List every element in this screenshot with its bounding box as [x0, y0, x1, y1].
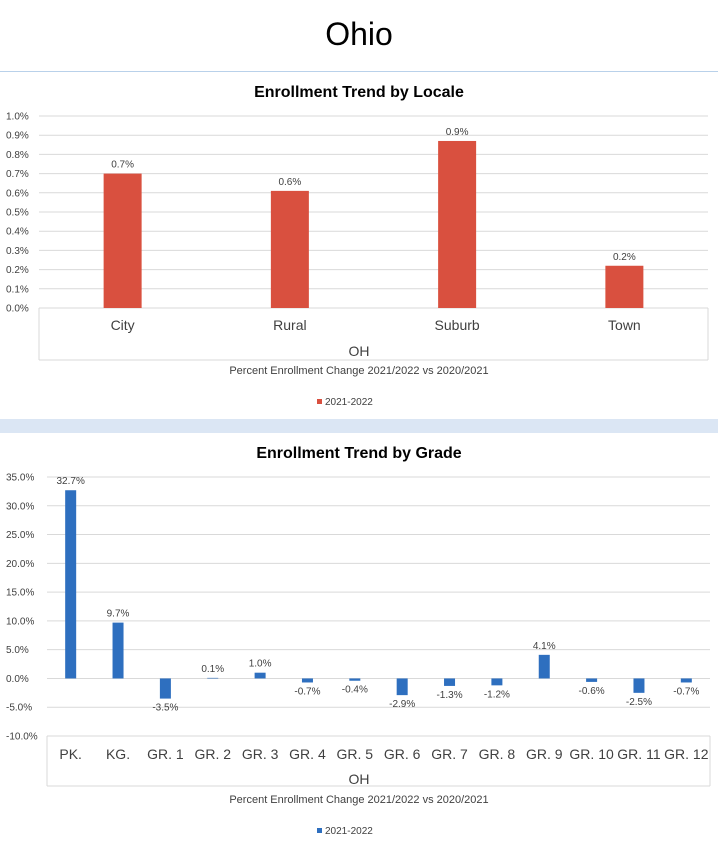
bar	[491, 678, 503, 686]
data-label: 0.6%	[278, 177, 301, 188]
data-label: -1.2%	[484, 689, 510, 700]
bar	[444, 678, 456, 686]
data-label: 0.7%	[111, 160, 134, 171]
y-tick-label: 0.1%	[6, 284, 29, 295]
category-label: GR. 11	[617, 746, 661, 762]
legend-label: 2021-2022	[325, 397, 373, 408]
bar	[438, 140, 477, 308]
bar	[112, 622, 124, 679]
y-tick-label: 20.0%	[6, 559, 34, 570]
y-tick-label: 30.0%	[6, 501, 34, 512]
bar	[103, 173, 142, 308]
data-label: 4.1%	[533, 641, 556, 652]
y-tick-label: 0.8%	[6, 150, 29, 161]
category-label: GR. 6	[384, 746, 421, 762]
group-label: OH	[349, 771, 370, 787]
bar	[159, 678, 171, 699]
y-tick-label: 0.5%	[6, 208, 29, 219]
y-tick-label: -5.0%	[6, 703, 32, 714]
category-label: Rural	[273, 317, 306, 333]
bar	[254, 672, 266, 679]
y-tick-label: 0.0%	[6, 674, 29, 685]
bar	[349, 678, 361, 681]
section-divider	[0, 71, 718, 72]
bar	[396, 678, 408, 696]
category-label: GR. 2	[194, 746, 231, 762]
category-label: GR. 1	[147, 746, 184, 762]
bar	[633, 678, 645, 693]
y-tick-label: 0.2%	[6, 265, 29, 276]
category-label: GR. 5	[337, 746, 374, 762]
data-label: 32.7%	[56, 476, 84, 487]
category-label: GR. 7	[431, 746, 468, 762]
bar	[586, 678, 598, 682]
category-label: GR. 4	[289, 746, 326, 762]
data-label: 9.7%	[107, 609, 130, 620]
bar	[301, 678, 313, 683]
group-label: OH	[349, 343, 370, 359]
y-tick-label: 25.0%	[6, 530, 34, 541]
data-label: 1.0%	[249, 659, 272, 670]
data-label: -1.3%	[436, 690, 462, 701]
bar	[680, 678, 692, 683]
category-label: GR. 3	[242, 746, 279, 762]
section-separator-band	[0, 419, 718, 433]
data-label: -0.6%	[579, 686, 605, 697]
y-tick-label: 1.0%	[6, 112, 29, 123]
y-tick-label: 35.0%	[6, 473, 34, 484]
data-label: 0.2%	[613, 252, 636, 263]
category-label: PK.	[59, 746, 82, 762]
y-tick-label: 0.3%	[6, 246, 29, 257]
locale-chart: Enrollment Trend by Locale 0.0% 0.1% 0.2% 0.…	[6, 84, 709, 408]
bar	[207, 677, 219, 679]
legend-swatch	[317, 399, 322, 404]
data-label: -2.9%	[389, 699, 415, 710]
category-label: GR. 8	[479, 746, 516, 762]
y-tick-label: 0.4%	[6, 227, 29, 238]
category-label: Town	[608, 317, 641, 333]
data-label: -2.5%	[626, 697, 652, 708]
grade-chart: Enrollment Trend by Grade -10.0% -5.0% 0.0%…	[6, 445, 711, 837]
y-tick-label: 5.0%	[6, 645, 29, 656]
data-label: -0.4%	[342, 685, 368, 696]
category-label: GR. 12	[664, 746, 709, 762]
legend-label: 2021-2022	[325, 826, 373, 837]
data-label: -0.7%	[673, 686, 699, 697]
bar	[605, 265, 644, 308]
y-tick-label: 15.0%	[6, 588, 34, 599]
page-title: Ohio	[325, 16, 393, 52]
data-label: 0.9%	[446, 127, 469, 138]
y-tick-label: 0.9%	[6, 131, 29, 142]
y-tick-label: 0.0%	[6, 304, 29, 315]
data-label: -0.7%	[294, 686, 320, 697]
legend-swatch	[317, 828, 322, 833]
data-label: 0.1%	[201, 664, 224, 675]
bar	[538, 654, 550, 679]
y-tick-label: -10.0%	[6, 732, 38, 743]
x-axis-title: Percent Enrollment Change 2021/2022 vs 2…	[229, 365, 488, 377]
category-label: City	[111, 317, 135, 333]
category-label: Suburb	[435, 317, 480, 333]
bar	[270, 190, 309, 308]
chart-title: Enrollment Trend by Grade	[256, 445, 461, 462]
category-label: GR. 9	[526, 746, 563, 762]
bar	[65, 490, 77, 679]
y-tick-label: 0.6%	[6, 188, 29, 199]
category-label: GR. 10	[569, 746, 614, 762]
data-label: -3.5%	[152, 703, 178, 714]
y-tick-label: 0.7%	[6, 169, 29, 180]
x-axis-title: Percent Enrollment Change 2021/2022 vs 2…	[229, 794, 488, 806]
y-tick-label: 10.0%	[6, 616, 34, 627]
chart-title: Enrollment Trend by Locale	[254, 84, 464, 101]
category-label: KG.	[106, 746, 130, 762]
